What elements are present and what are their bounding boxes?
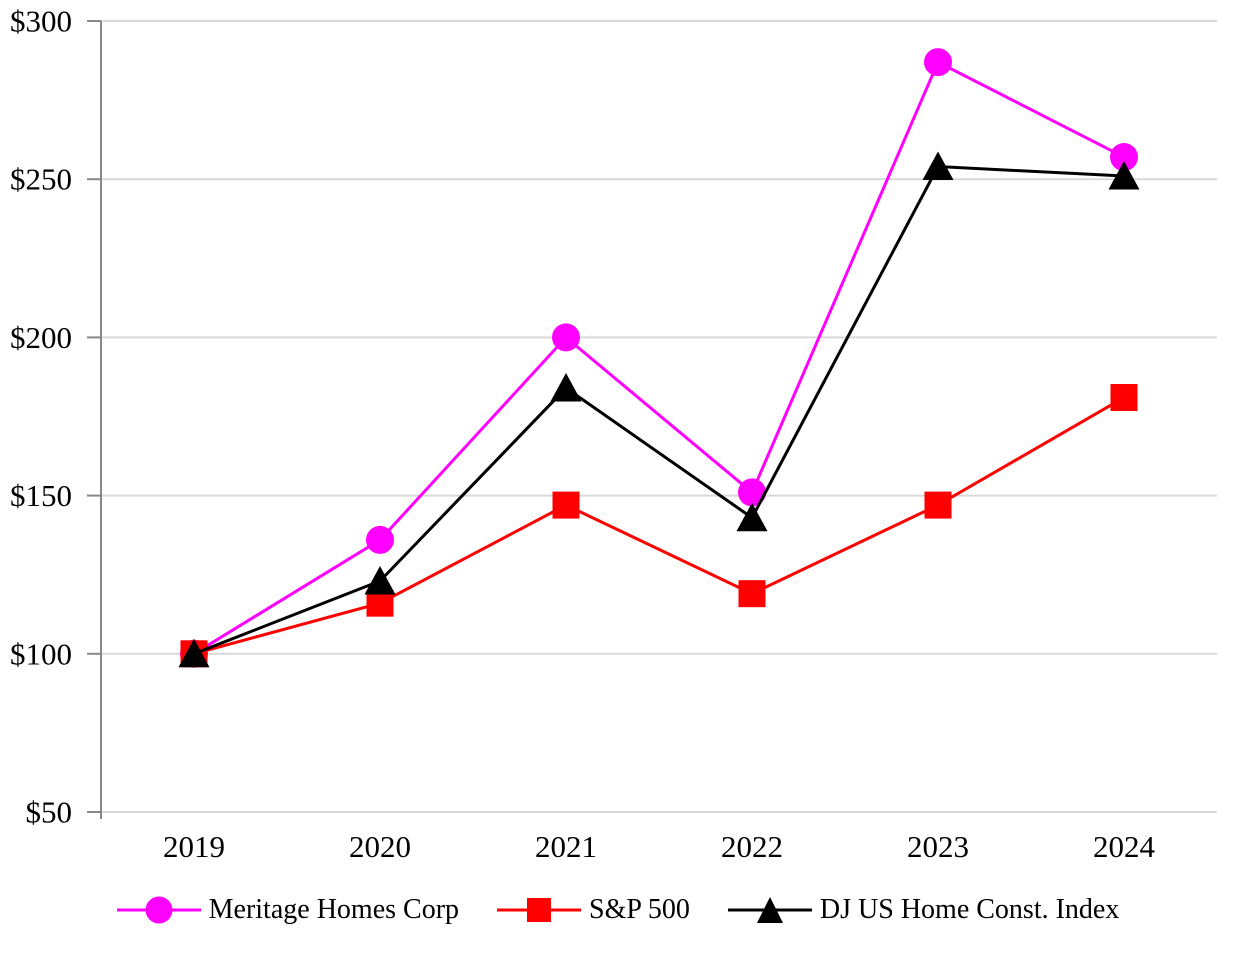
data-point-square [552,491,580,519]
triangle-marker-icon [756,897,783,923]
y-tick-label: $50 [26,795,73,830]
legend-label-dj-home-const: DJ US Home Const. Index [819,894,1120,925]
y-axis [87,20,102,819]
legend-item-meritage-homes-corp: Meritage Homes Corp [116,893,460,927]
magenta-circle-line-marker-icon [116,896,201,924]
data-point-triangle [364,566,396,595]
data-point-circle [1110,143,1138,172]
x-tick-label: 2024 [1093,829,1156,864]
series-circle [180,48,1138,668]
data-point-triangle [736,502,768,532]
series-square [180,384,1138,668]
legend-label-meritage: Meritage Homes Corp [208,894,460,925]
data-point-circle [924,48,952,77]
data-point-circle [738,478,766,507]
y-tick-label: $250 [10,162,72,197]
x-tick-label: 2020 [349,829,411,864]
series-line [193,164,1125,656]
series-triangle [178,151,1140,668]
y-tick-labels: $50 $100 $150 $200 $250 $300 [10,4,72,830]
y-tick-label: $200 [10,320,72,355]
series-line [193,396,1125,656]
y-gridlines [101,20,1217,813]
legend-label-sp500: S&P 500 [589,894,690,925]
y-tick-label: $150 [10,478,72,513]
x-tick-label: 2021 [535,829,597,864]
red-square-line-marker-icon [497,898,582,922]
data-point-triangle [178,638,210,668]
x-tick-label: 2019 [163,829,225,864]
black-triangle-line-marker-icon [727,897,812,923]
data-point-triangle [1108,161,1140,190]
y-tick-label: $100 [10,636,72,671]
data-point-circle [552,323,580,352]
x-tick-label: 2023 [907,829,969,864]
legend: Meritage Homes Corp S&P 500 DJ US Home C… [0,893,1236,927]
legend-item-dj-home-const: DJ US Home Const. Index [727,893,1120,927]
data-point-square [924,491,952,519]
circle-marker-icon [145,896,173,924]
data-point-circle [366,525,394,554]
series-line [193,60,1125,656]
data-point-square [738,580,766,608]
y-tick-label: $300 [10,4,72,39]
square-marker-icon [527,898,552,922]
data-point-triangle [922,151,954,181]
x-tick-labels: 2019 2020 2021 2022 2023 2024 [163,829,1156,864]
data-point-triangle [550,373,582,402]
legend-item-sp500: S&P 500 [497,893,690,927]
x-tick-label: 2022 [721,829,783,864]
data-point-square [1110,384,1138,412]
